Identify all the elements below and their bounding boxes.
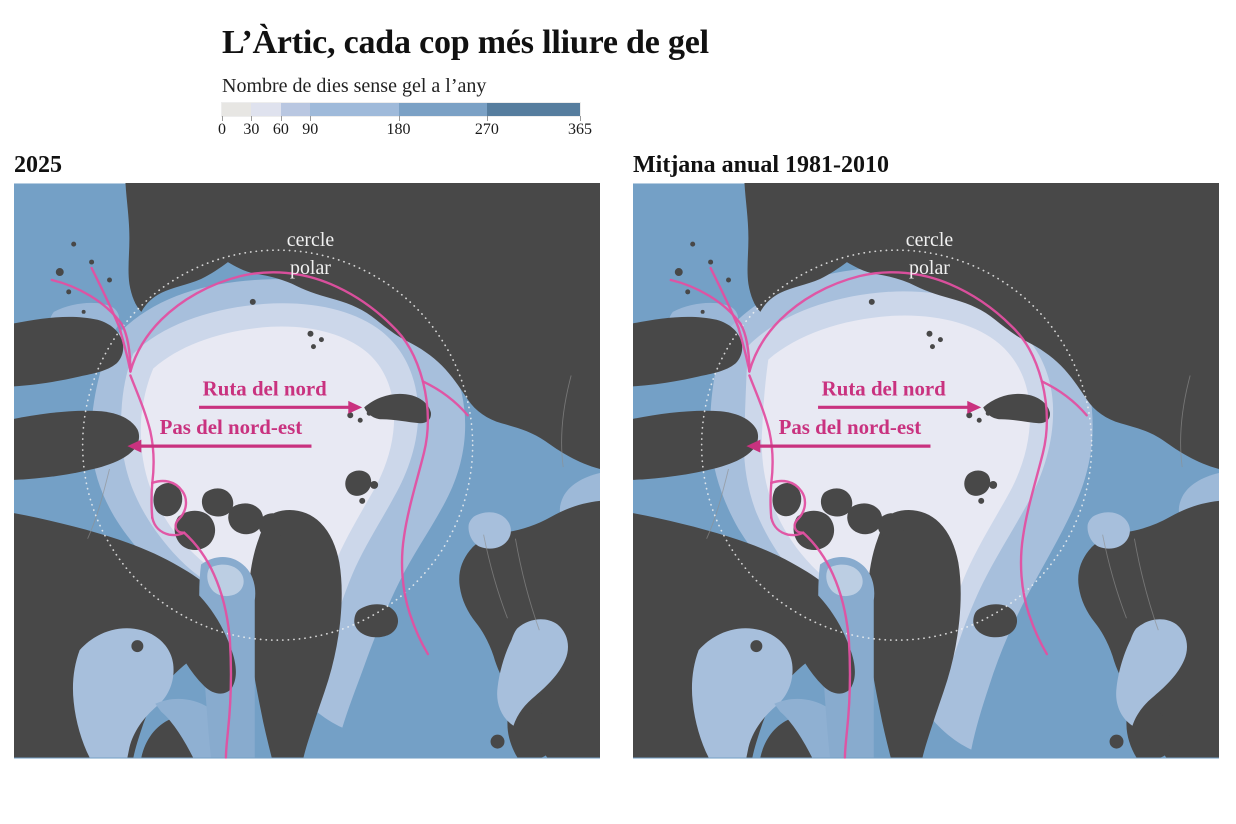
map-title-baseline: Mitjana anual 1981-2010 xyxy=(633,152,890,178)
legend-segment xyxy=(398,103,487,116)
polar-circle xyxy=(700,249,1093,642)
page-title: L’Àrtic, cada cop més lliure de gel xyxy=(222,24,709,61)
header: L’Àrtic, cada cop més lliure de gel Nomb… xyxy=(0,0,1236,142)
shipping-routes xyxy=(50,267,469,760)
legend-label: Nombre de dies sense gel a l’any xyxy=(222,75,487,97)
legend-tick-number: 365 xyxy=(568,121,592,138)
legend-tick-number: 180 xyxy=(386,121,411,138)
shipping-routes xyxy=(669,267,1088,760)
legend-segment xyxy=(251,103,281,116)
passage-northeast-label: Pas del nord-est xyxy=(779,416,922,440)
maps-row: 2025 cercle polar Ruta del nord Pas del … xyxy=(14,152,1222,760)
legend-segment xyxy=(280,103,311,116)
map-geography xyxy=(633,183,1219,759)
route-north-arrowhead-icon xyxy=(967,401,982,415)
legend-color-bar xyxy=(221,102,581,117)
polar-circle-label-line1: cercle xyxy=(287,230,335,252)
map-canvas-baseline: cercle polar Ruta del nord Pas del nord-… xyxy=(633,183,1219,760)
legend-tick-number: 90 xyxy=(302,121,319,138)
legend: Nombre de dies sense gel a l’any 0 30 60 90… xyxy=(218,75,592,142)
legend-tick-mark xyxy=(398,116,400,121)
route-north-label: Ruta del nord xyxy=(822,377,946,401)
polar-circle-label-line2: polar xyxy=(909,257,950,279)
legend-tick-number: 270 xyxy=(474,121,499,138)
polar-circle-label-line2: polar xyxy=(290,257,331,279)
legend-tick-mark xyxy=(580,116,581,121)
legend-tick-mark xyxy=(310,116,312,121)
legend-segment xyxy=(486,103,580,116)
legend-segment xyxy=(222,103,252,116)
polar-circle-label-line1: cercle xyxy=(906,230,954,252)
legend-ticks: 0 30 60 90 180 270 365 xyxy=(218,116,592,142)
legend-tick-number: 0 xyxy=(218,121,226,138)
polar-circle xyxy=(81,249,474,642)
legend-segment xyxy=(310,103,399,116)
legend-tick-mark xyxy=(486,116,488,121)
map-panel-2025: 2025 cercle polar Ruta del nord Pas del … xyxy=(14,152,600,760)
map-geography xyxy=(14,183,600,759)
route-north-arrowhead-icon xyxy=(348,401,363,415)
passage-northeast-arrowhead-icon xyxy=(127,440,142,453)
map-canvas-2025: cercle polar Ruta del nord Pas del nord-… xyxy=(14,183,600,760)
legend-tick-mark xyxy=(280,116,282,121)
passage-northeast-arrowhead-icon xyxy=(746,440,761,453)
passage-northeast-label: Pas del nord-est xyxy=(160,416,303,440)
route-north-label: Ruta del nord xyxy=(203,377,327,401)
legend-tick-mark xyxy=(251,116,253,121)
legend-tick-number: 60 xyxy=(272,121,289,138)
map-title-2025: 2025 xyxy=(14,152,62,178)
legend-tick-mark xyxy=(222,116,223,121)
map-panel-baseline: Mitjana anual 1981-2010 cercle polar Rut… xyxy=(633,152,1219,760)
legend-tick-number: 30 xyxy=(243,121,260,138)
